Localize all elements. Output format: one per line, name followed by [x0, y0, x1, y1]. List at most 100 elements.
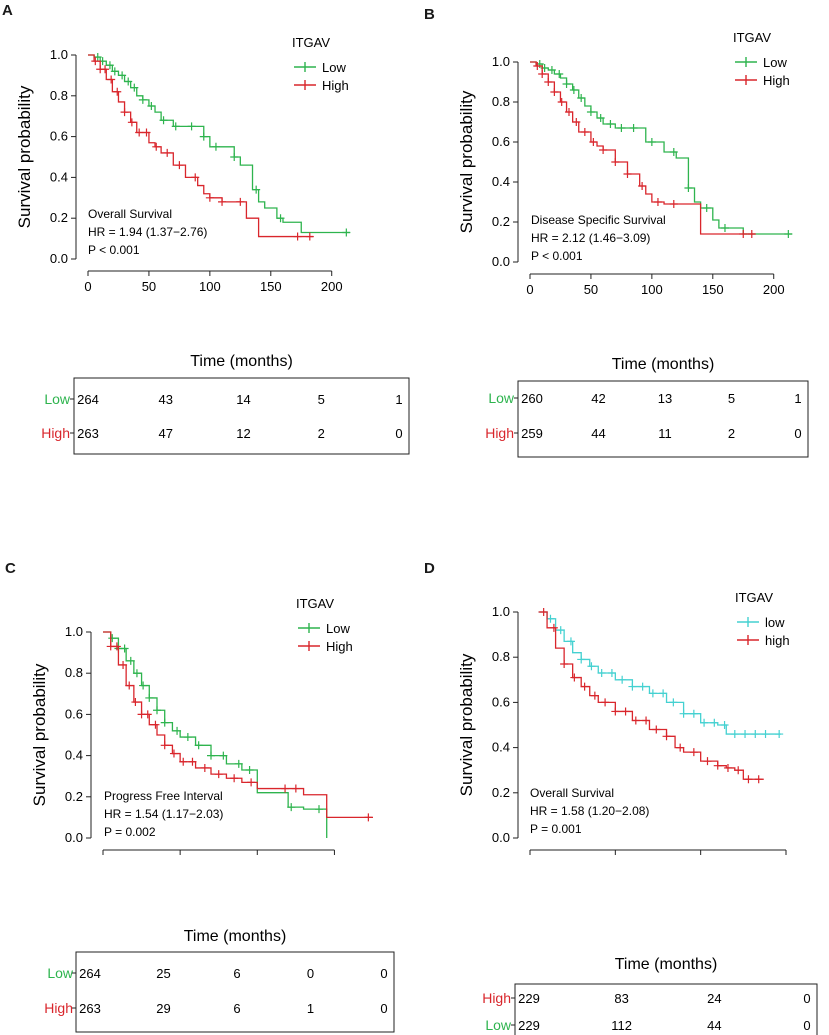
- censor-mark: [569, 86, 578, 94]
- censor-mark: [557, 98, 566, 106]
- censor-mark: [560, 659, 569, 668]
- km-plot: 0.0 0.2 0.4 0.6 0.8 1.0 0 50 100 150 200 Survival p…: [457, 30, 793, 297]
- censor-mark: [621, 707, 630, 716]
- risk-value: 6: [233, 966, 240, 981]
- risk-table-frame: [514, 983, 818, 1035]
- censor-mark: [653, 198, 662, 206]
- censor-mark: [151, 720, 160, 729]
- risk-value: 264: [79, 966, 101, 981]
- censor-mark: [689, 748, 698, 757]
- censor-mark: [120, 108, 129, 117]
- censor-mark: [628, 682, 637, 691]
- censor-mark: [659, 689, 668, 698]
- risk-value: 24: [707, 991, 721, 1006]
- y-tick-label: 0.0: [492, 830, 510, 845]
- censor-mark: [207, 751, 215, 760]
- risk-row-label: Low: [44, 391, 71, 407]
- censor-mark: [234, 759, 243, 768]
- legend-title: ITGAV: [296, 596, 334, 611]
- censor-mark: [713, 761, 722, 770]
- censor-mark: [577, 655, 586, 664]
- censor-mark: [119, 660, 128, 669]
- censor-mark: [125, 681, 134, 690]
- censor-mark: [617, 124, 626, 132]
- censor-mark: [662, 732, 671, 741]
- censor-mark: [130, 83, 139, 92]
- risk-table-title: Time (months): [184, 928, 287, 945]
- censor-mark: [342, 228, 351, 237]
- risk-value: 229: [518, 1018, 540, 1033]
- annotation-line: Overall Survival: [88, 207, 172, 221]
- censor-mark: [580, 682, 589, 691]
- censor-mark: [199, 132, 208, 141]
- censor-mark: [138, 95, 147, 104]
- y-axis-label: Survival probability: [457, 90, 476, 233]
- y-tick-label: 0.4: [50, 169, 68, 184]
- censor-mark: [555, 70, 564, 78]
- censor-mark: [364, 813, 373, 822]
- censor-mark: [93, 53, 102, 62]
- censor-mark: [175, 161, 184, 170]
- x-tick-label: 100: [690, 858, 712, 860]
- censor-mark: [126, 656, 135, 665]
- series-line-low: [530, 61, 792, 235]
- censor-mark: [143, 710, 152, 719]
- annotation-line: P < 0.001: [88, 243, 140, 257]
- panel-label: A: [2, 2, 13, 19]
- risk-value: 263: [79, 1001, 101, 1016]
- y-tick-label: 0.2: [50, 210, 68, 225]
- censor-mark: [562, 80, 571, 88]
- censor-mark: [205, 193, 214, 202]
- km-plot: 0.0 0.2 0.4 0.6 0.8 1.0 0 50 100 150 Survival prob…: [457, 590, 797, 860]
- x-tick-label: 150: [775, 858, 797, 860]
- risk-row-label: Low: [485, 1017, 512, 1033]
- censor-mark: [586, 108, 595, 116]
- y-tick-label: 0.8: [492, 649, 510, 664]
- x-tick-label: 100: [246, 858, 268, 860]
- y-tick-label: 0.2: [492, 214, 510, 229]
- censor-mark: [187, 122, 196, 131]
- censor-mark: [623, 170, 632, 178]
- annotation-line: P < 0.001: [531, 249, 583, 263]
- risk-value: 14: [236, 392, 250, 407]
- x-tick-label: 150: [324, 858, 346, 860]
- censor-mark: [572, 118, 581, 126]
- censor-mark: [597, 669, 606, 678]
- risk-table: Time (months) Low 260 42 13 5 1 High 259 44 11 2 0: [485, 356, 809, 458]
- y-axis-label: Survival probability: [457, 653, 476, 796]
- risk-table-frame: [73, 377, 410, 455]
- censor-mark: [676, 743, 685, 752]
- legend-label: Low: [322, 60, 346, 75]
- y-tick-label: 0.0: [65, 830, 83, 845]
- risk-value: 43: [159, 392, 173, 407]
- censor-mark: [200, 763, 209, 772]
- risk-value: 112: [611, 1018, 632, 1033]
- y-tick-label: 0.6: [492, 694, 510, 709]
- censor-mark: [131, 698, 140, 707]
- censor-mark: [305, 232, 314, 241]
- risk-table: Time (months) High 229 83 24 0 Low 229 112 44 0: [482, 956, 818, 1035]
- risk-value: 0: [803, 991, 810, 1006]
- legend-label: low: [765, 615, 785, 630]
- panel-a: A 0.0 0.2 0.4 0.6 0.8 1.0 0 50 100 150 200 Survival…: [0, 0, 414, 500]
- censor-mark: [183, 733, 192, 742]
- x-tick-label: 150: [702, 282, 724, 297]
- annotation-line: HR = 1.94 (1.37−2.76): [88, 225, 207, 239]
- panel-c: C 0.00.20.40.60.81.0050100150Survival pr…: [0, 520, 414, 1035]
- censor-mark: [720, 224, 729, 232]
- censor-mark: [252, 185, 261, 194]
- censor-mark: [91, 57, 100, 66]
- x-tick-label: 0: [526, 858, 533, 860]
- legend-title: ITGAV: [733, 30, 771, 45]
- censor-mark: [218, 197, 227, 206]
- censor-mark: [596, 114, 605, 122]
- panel-label: B: [424, 6, 435, 23]
- censor-mark: [179, 757, 188, 766]
- censor-mark: [684, 184, 693, 192]
- censor-mark: [642, 716, 651, 725]
- censor-mark: [194, 741, 203, 750]
- annotation-line: HR = 1.54 (1.17−2.03): [104, 807, 223, 821]
- censor-mark: [293, 232, 302, 241]
- risk-value: 2: [728, 426, 735, 441]
- censor-mark: [159, 116, 168, 125]
